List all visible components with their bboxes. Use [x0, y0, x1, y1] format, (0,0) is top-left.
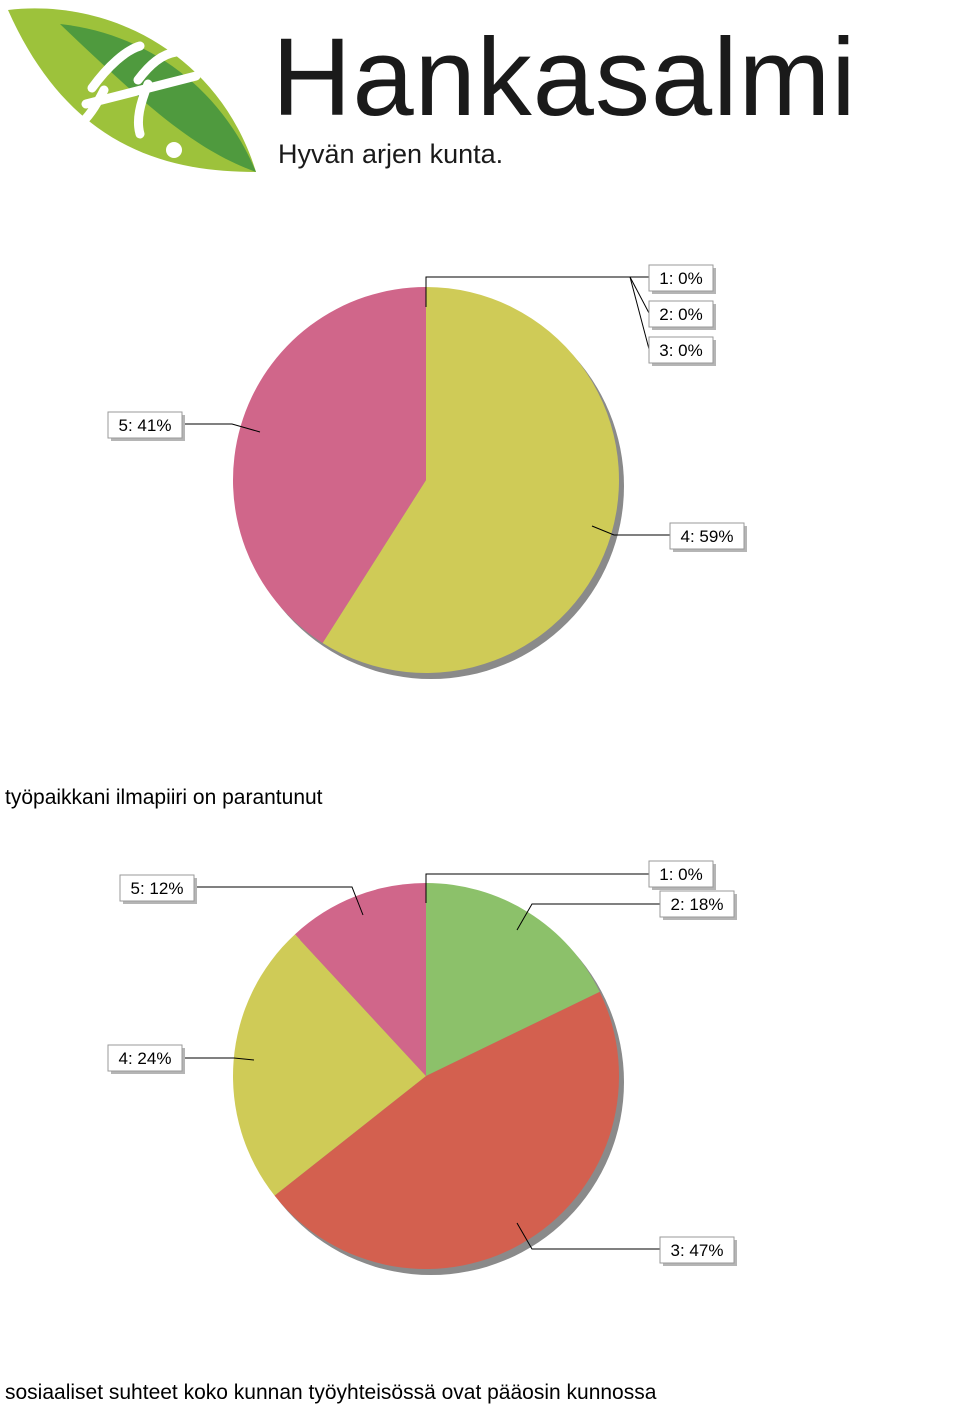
data-label-box-4	[669, 522, 745, 550]
data-label-2: 2: 0%	[659, 305, 702, 324]
leader-line-5	[182, 423, 261, 433]
data-label-3: 3: 0%	[659, 341, 702, 360]
data-label-box-2	[659, 890, 735, 918]
data-label-box-1	[648, 860, 714, 888]
data-label-box-1	[648, 264, 714, 292]
data-label-box-4	[107, 1044, 183, 1072]
logo-dot	[166, 142, 182, 158]
pie-slice-5	[232, 287, 426, 643]
pie-slice-2	[426, 883, 600, 1076]
leader-line-3	[516, 1222, 660, 1250]
data-label-box-5	[119, 874, 195, 902]
pie-slice-5	[294, 883, 426, 1076]
data-label-box-3	[659, 1236, 735, 1264]
pie-slice-4	[233, 934, 426, 1196]
logo-h-mark	[75, 41, 201, 139]
leader-line-2	[516, 903, 660, 931]
leader-line-4	[182, 1057, 255, 1061]
pie-chart-2: 1: 0% 2: 18% 3: 47% 4: 24% 5: 12%	[107, 860, 737, 1275]
leader-line-3	[629, 276, 650, 350]
chart-caption: sosiaaliset suhteet koko kunnan työyhtei…	[5, 1381, 657, 1404]
data-label-5: 5: 41%	[119, 416, 172, 435]
leader-line-1	[425, 873, 649, 903]
chart-2-title: työpaikkani ilmapiiri on parantunut	[5, 786, 323, 809]
data-label-box-5	[107, 411, 183, 439]
pie-chart-1: 1: 0% 2: 0% 3: 0% 4: 59% 5: 41%	[107, 264, 747, 679]
logo-leaf-dark	[60, 24, 256, 172]
data-label-4: 4: 59%	[681, 527, 734, 546]
data-label-box-3	[648, 336, 714, 364]
data-label-1: 1: 0%	[659, 269, 702, 288]
pie-slice-3	[274, 991, 620, 1270]
header: Hankasalmi Hyvän arjen kunta.	[0, 0, 960, 180]
hankasalmi-leaf-logo-icon	[8, 8, 256, 172]
pie-slice-4	[322, 287, 619, 673]
data-label-box-2	[648, 300, 714, 328]
data-label-5: 5: 12%	[131, 879, 184, 898]
leader-line-5	[194, 886, 364, 916]
data-label-4: 4: 24%	[119, 1049, 172, 1068]
data-label-1: 1: 0%	[659, 865, 702, 884]
leader-line-1	[425, 276, 649, 307]
data-label-2: 2: 18%	[671, 895, 724, 914]
leader-line-4	[591, 525, 670, 536]
leader-line-2	[629, 276, 650, 314]
brand-slogan: Hyvän arjen kunta.	[278, 139, 504, 169]
data-label-3: 3: 47%	[671, 1241, 724, 1260]
brand-name: Hankasalmi	[272, 16, 857, 139]
